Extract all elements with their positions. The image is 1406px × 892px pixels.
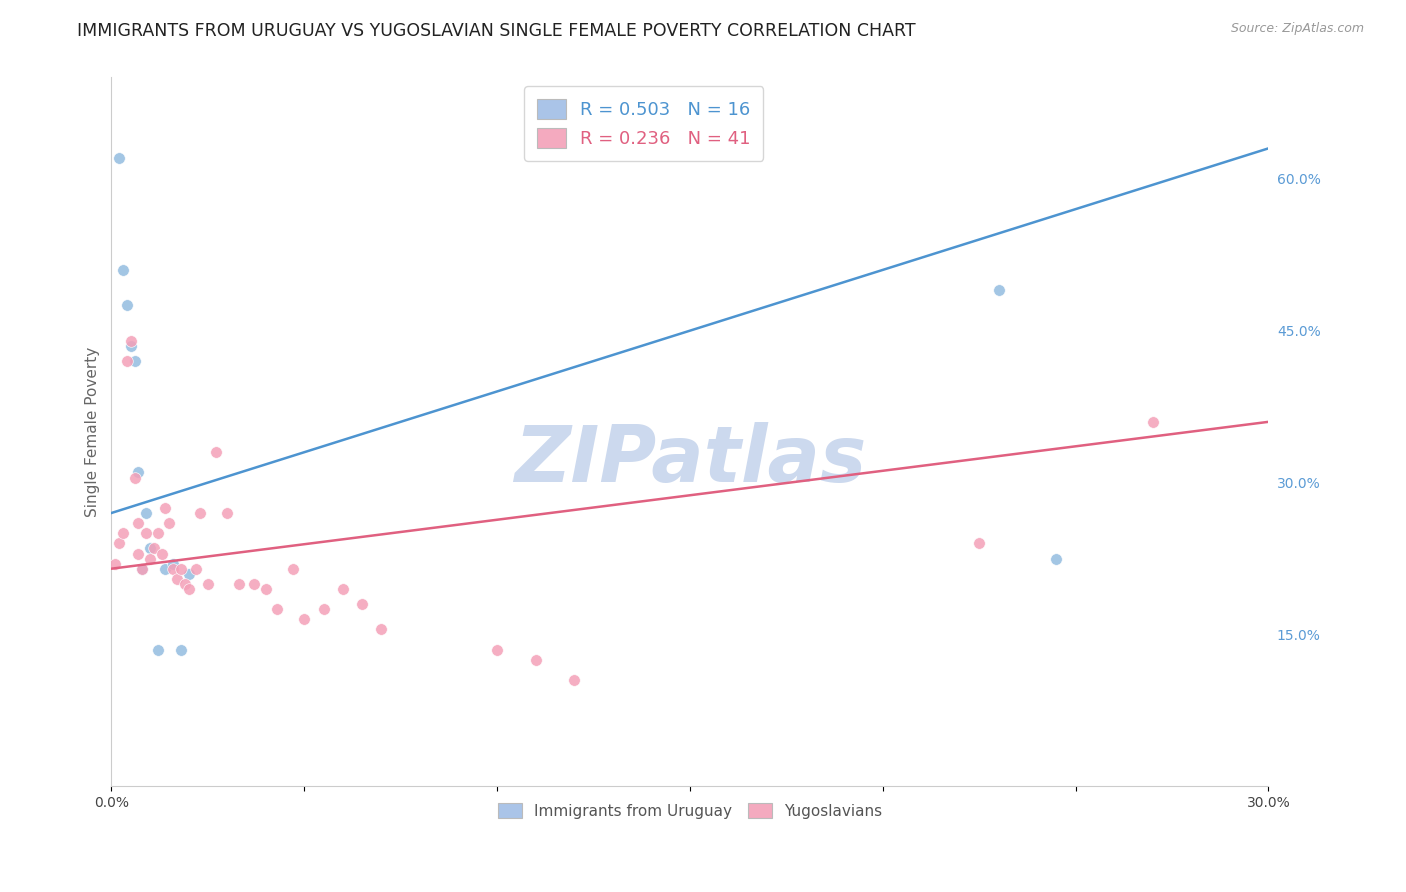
Point	[332, 582, 354, 596]
Point	[120, 334, 142, 348]
Point	[1142, 415, 1164, 429]
Point	[115, 298, 138, 312]
Point	[352, 597, 374, 611]
Y-axis label: Single Female Poverty: Single Female Poverty	[86, 347, 100, 517]
Text: Source: ZipAtlas.com: Source: ZipAtlas.com	[1230, 22, 1364, 36]
Point	[197, 577, 219, 591]
Point	[111, 526, 134, 541]
Point	[135, 506, 157, 520]
Point	[127, 516, 149, 530]
Point	[127, 547, 149, 561]
Point	[135, 526, 157, 541]
Point	[131, 562, 153, 576]
Point	[524, 653, 547, 667]
Point	[155, 562, 177, 576]
Point	[186, 562, 208, 576]
Point	[312, 602, 335, 616]
Point	[157, 516, 180, 530]
Point	[146, 526, 169, 541]
Point	[204, 445, 226, 459]
Point	[131, 562, 153, 576]
Point	[104, 557, 127, 571]
Point	[177, 582, 200, 596]
Point	[146, 642, 169, 657]
Point	[486, 642, 509, 657]
Point	[170, 642, 193, 657]
Point	[562, 673, 585, 687]
Point	[266, 602, 288, 616]
Point	[173, 577, 195, 591]
Point	[142, 541, 165, 556]
Point	[124, 354, 146, 368]
Point	[162, 562, 184, 576]
Point	[243, 577, 266, 591]
Point	[150, 547, 173, 561]
Point	[166, 572, 188, 586]
Point	[139, 541, 162, 556]
Point	[139, 551, 162, 566]
Point	[987, 283, 1010, 297]
Point	[162, 557, 184, 571]
Point	[120, 339, 142, 353]
Point	[188, 506, 211, 520]
Point	[217, 506, 239, 520]
Point	[108, 536, 131, 550]
Point	[115, 354, 138, 368]
Point	[292, 612, 315, 626]
Point	[281, 562, 304, 576]
Point	[254, 582, 277, 596]
Point	[127, 466, 149, 480]
Text: ZIPatlas: ZIPatlas	[513, 422, 866, 499]
Point	[370, 623, 392, 637]
Text: IMMIGRANTS FROM URUGUAY VS YUGOSLAVIAN SINGLE FEMALE POVERTY CORRELATION CHART: IMMIGRANTS FROM URUGUAY VS YUGOSLAVIAN S…	[77, 22, 915, 40]
Point	[108, 152, 131, 166]
Point	[111, 263, 134, 277]
Point	[967, 536, 990, 550]
Point	[155, 500, 177, 515]
Point	[177, 566, 200, 581]
Legend: Immigrants from Uruguay, Yugoslavians: Immigrants from Uruguay, Yugoslavians	[492, 797, 889, 825]
Point	[1045, 551, 1067, 566]
Point	[228, 577, 250, 591]
Point	[124, 470, 146, 484]
Point	[170, 562, 193, 576]
